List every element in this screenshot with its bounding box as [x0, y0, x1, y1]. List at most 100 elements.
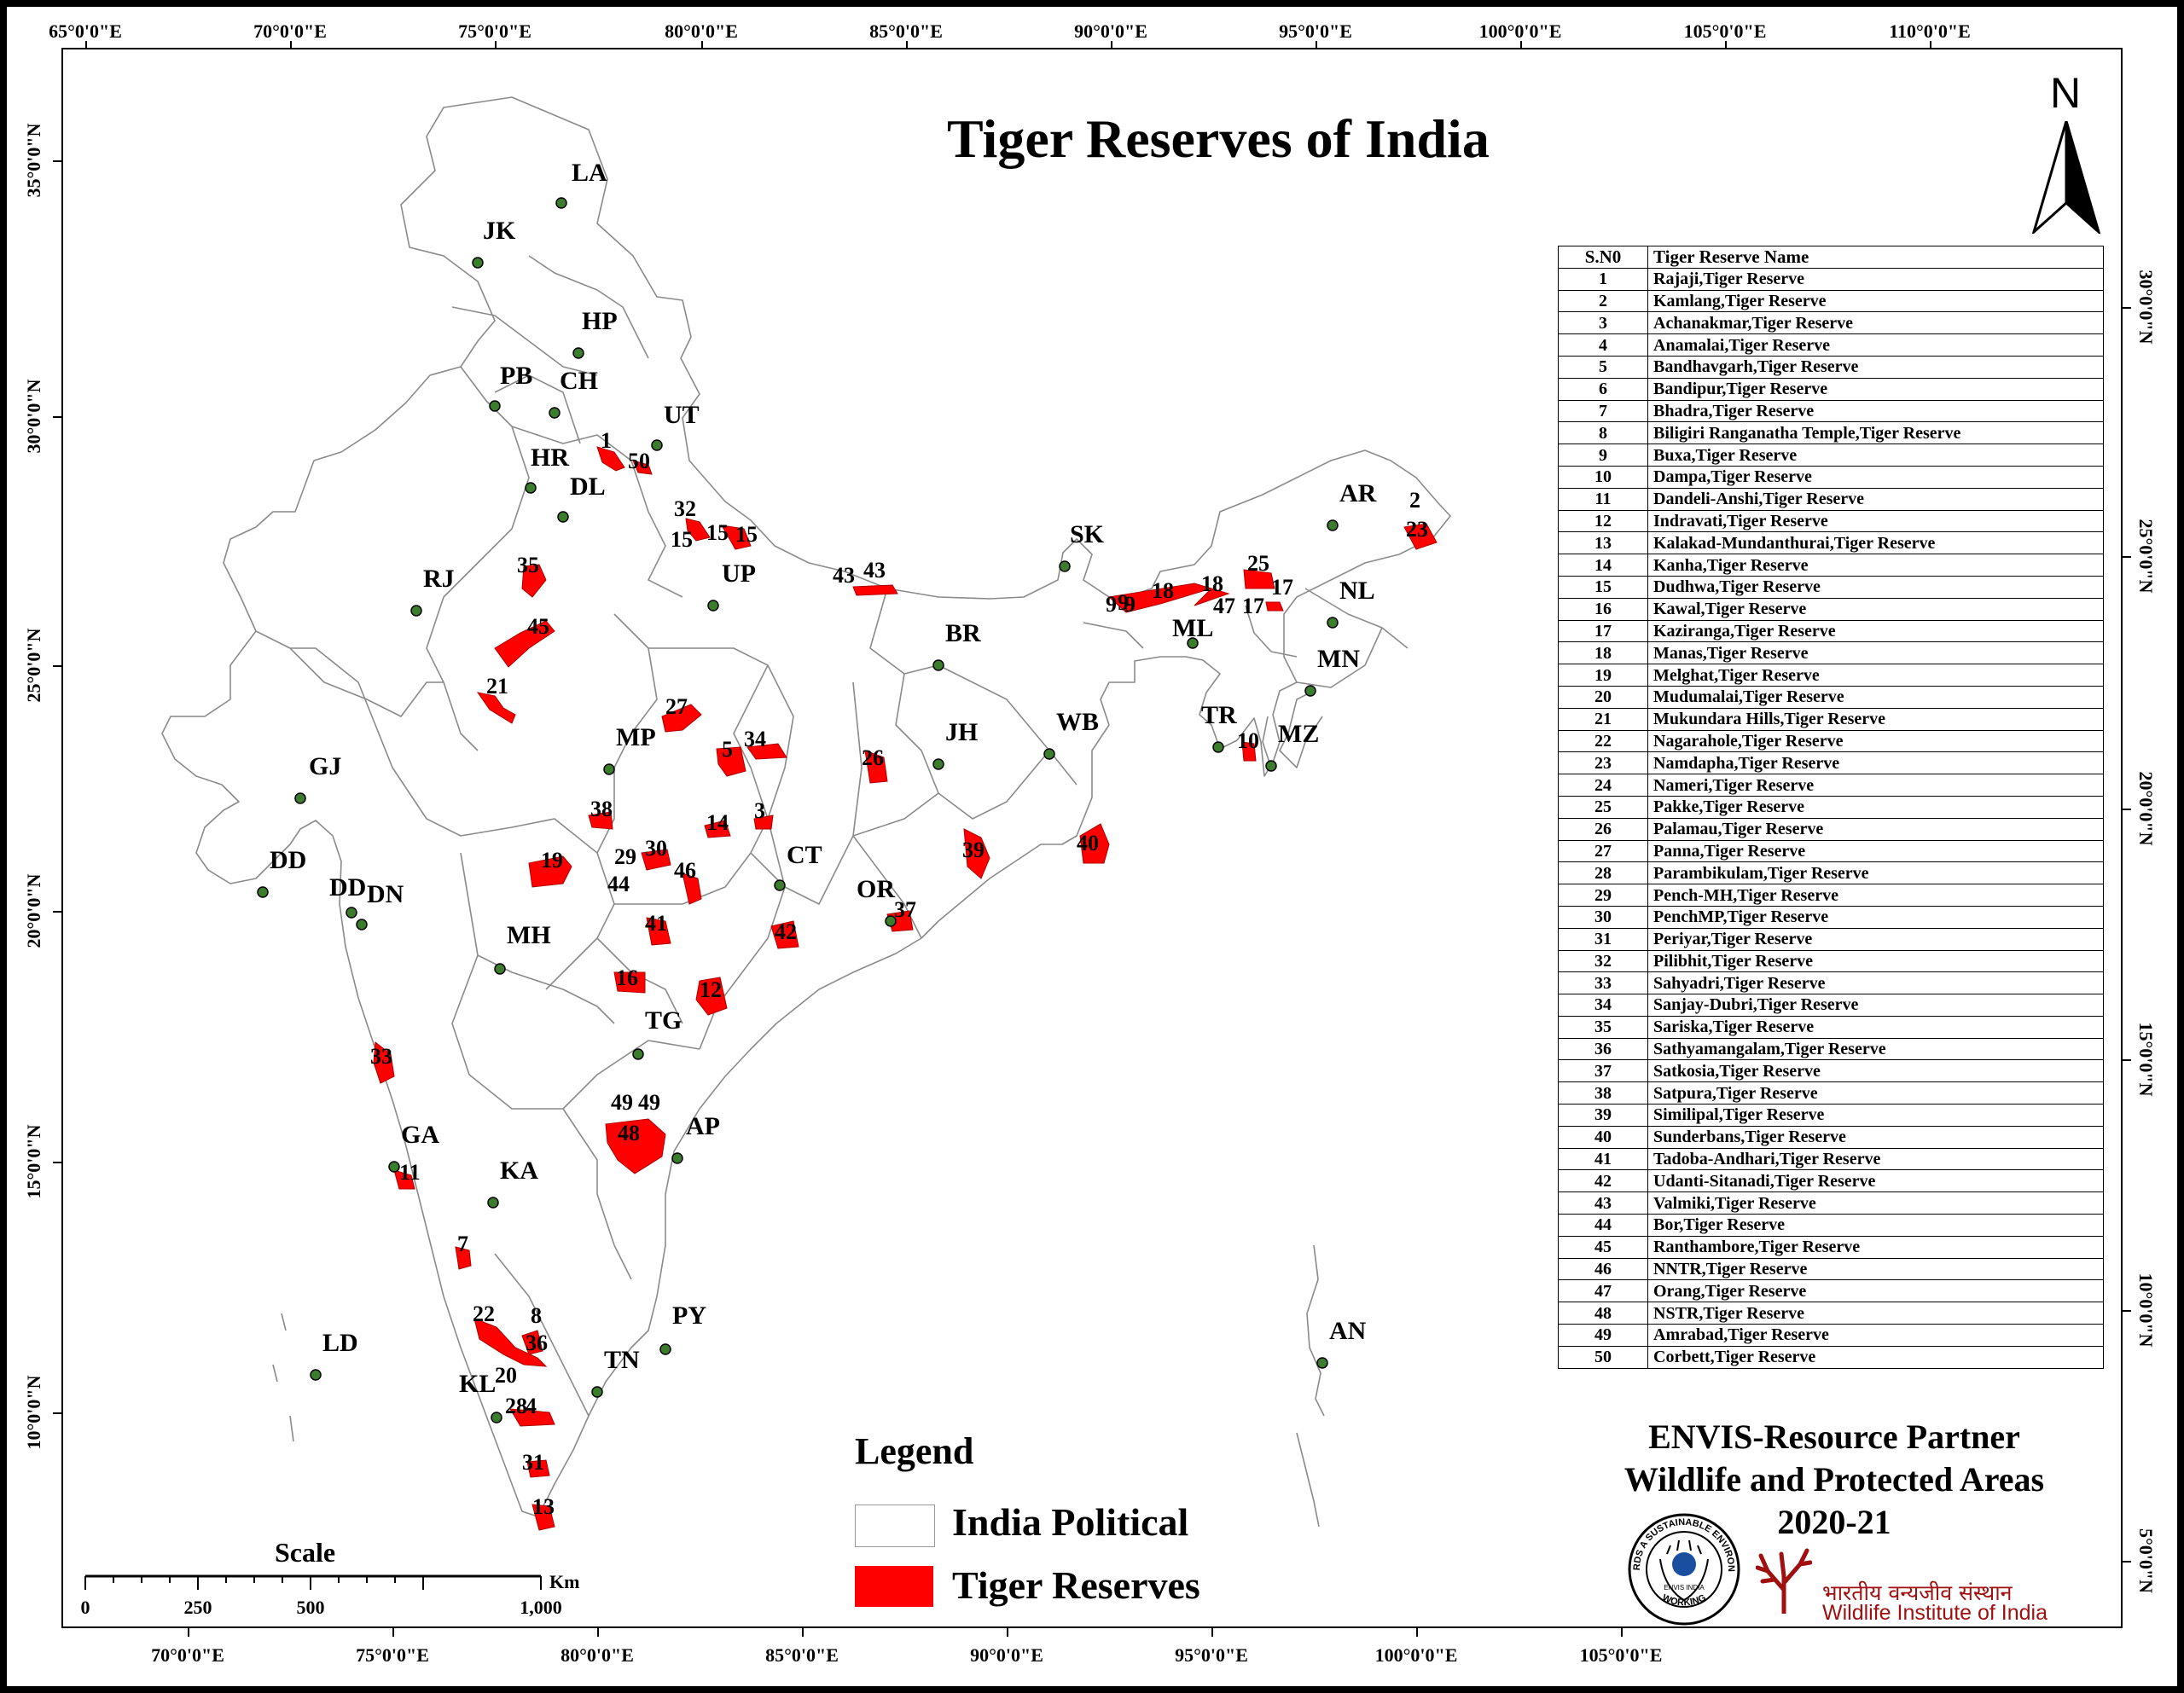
tick-top-label: 90°0'0"E	[1074, 20, 1147, 42]
state-dot	[1212, 741, 1224, 753]
state-label: CH	[560, 367, 598, 395]
envis-logo: ENVIS INDIA TOWARDS A SUSTAINABLE ENVIRO…	[1626, 1511, 1740, 1626]
reserve-name-cell: Melghat,Tiger Reserve	[1647, 664, 2104, 687]
table-row: 4 Anamalai,Tiger Reserve	[1558, 333, 2104, 357]
serial-cell: 16	[1558, 597, 1648, 621]
serial-cell: 2	[1558, 289, 1648, 313]
table-row: 41 Tadoba-Andhari,Tiger Reserve	[1558, 1147, 2104, 1171]
serial-cell: 49	[1558, 1324, 1648, 1347]
tick-mark	[1211, 1628, 1213, 1637]
serial-cell: 11	[1558, 487, 1648, 511]
serial-header: S.N0	[1558, 246, 1648, 269]
state-dot	[1043, 748, 1055, 760]
table-row: 9 Buxa,Tiger Reserve	[1558, 444, 2104, 467]
reserve-number-label: 27	[665, 694, 688, 719]
reserve-name-cell: Anamalai,Tiger Reserve	[1647, 333, 2104, 357]
tick-mark	[53, 416, 61, 418]
reserve-name-cell: Biligiri Ranganatha Temple,Tiger Reserve	[1647, 421, 2104, 445]
reserve-number-label: 7	[457, 1232, 468, 1256]
tick-mark	[53, 911, 61, 913]
reserve-number-label: 22	[473, 1302, 495, 1326]
table-row: 29 Pench-MH,Tiger Reserve	[1558, 884, 2104, 907]
reserve-number-label: 9	[1118, 590, 1129, 615]
serial-cell: 34	[1558, 994, 1648, 1017]
tick-mark	[1725, 41, 1727, 49]
state-dot	[591, 1386, 603, 1398]
reserve-number-label: 21	[486, 674, 508, 699]
serial-cell: 21	[1558, 707, 1648, 731]
state-dot	[257, 886, 269, 898]
state-dot	[489, 400, 501, 412]
table-row: 13 Kalakad-Mundanthurai,Tiger Reserve	[1558, 531, 2104, 555]
reserve-number-label: 43	[863, 558, 886, 583]
state-dot	[549, 407, 561, 419]
serial-cell: 25	[1558, 795, 1648, 819]
serial-cell: 6	[1558, 377, 1648, 401]
state-dot	[388, 1161, 400, 1173]
serial-cell: 28	[1558, 861, 1648, 885]
credit-line-1: ENVIS-Resource Partner	[1648, 1418, 2020, 1456]
tick-top-label: 95°0'0"E	[1279, 20, 1352, 42]
tick-mark	[188, 1628, 189, 1637]
state-dot	[1187, 637, 1199, 649]
reserve-name-cell: Mukundara Hills,Tiger Reserve	[1647, 707, 2104, 731]
tick-top-label: 80°0'0"E	[665, 20, 738, 42]
scale-number: 250	[183, 1597, 212, 1618]
reserve-number-label: 43	[833, 563, 855, 588]
serial-cell: 22	[1558, 729, 1648, 753]
table-row: 1 Rajaji,Tiger Reserve	[1558, 267, 2104, 291]
table-row: 48 NSTR,Tiger Reserve	[1558, 1302, 2104, 1325]
state-dot	[525, 482, 537, 494]
state-label: OR	[857, 875, 895, 903]
reserve-number-label: 34	[744, 727, 766, 751]
state-dot	[632, 1048, 644, 1060]
serial-cell: 3	[1558, 311, 1648, 335]
table-row: 5 Bandhavgarh,Tiger Reserve	[1558, 355, 2104, 379]
state-label: DL	[570, 473, 606, 501]
state-dot	[1265, 760, 1277, 772]
table-row: 17 Kaziranga,Tiger Reserve	[1558, 619, 2104, 643]
serial-cell: 31	[1558, 927, 1648, 951]
tick-mark	[2123, 1561, 2131, 1563]
serial-cell: 23	[1558, 751, 1648, 775]
table-row: 14 Kanha,Tiger Reserve	[1558, 554, 2104, 577]
state-label: MP	[616, 723, 656, 751]
serial-cell: 41	[1558, 1147, 1648, 1171]
tick-mark	[1520, 41, 1522, 49]
serial-cell: 33	[1558, 971, 1648, 995]
tick-top-label: 105°0'0"E	[1683, 20, 1767, 42]
state-dot	[487, 1197, 499, 1209]
table-row: 45 Ranthambore,Tiger Reserve	[1558, 1235, 2104, 1259]
table-row: 28 Parambikulam,Tiger Reserve	[1558, 861, 2104, 885]
reserve-name-cell: Orang,Tiger Reserve	[1647, 1279, 2104, 1303]
serial-cell: 12	[1558, 509, 1648, 533]
state-label: AN	[1329, 1317, 1367, 1345]
legend-swatch-tiger-reserves	[855, 1566, 933, 1607]
serial-cell: 13	[1558, 531, 1648, 555]
reserve-name-cell: Sathyamangalam,Tiger Reserve	[1647, 1037, 2104, 1061]
reserve-number-label: 20	[495, 1363, 517, 1388]
serial-cell: 40	[1558, 1125, 1648, 1149]
state-dot	[659, 1343, 671, 1355]
state-label: RJ	[423, 565, 455, 593]
reserve-name-cell: Namdapha,Tiger Reserve	[1647, 751, 2104, 775]
wii-english-name: Wildlife Institute of India	[1822, 1601, 2048, 1625]
reserve-number-label: 15	[671, 527, 693, 552]
wii-tree-logo	[1756, 1548, 1812, 1614]
reserve-number-label: 12	[700, 977, 722, 1002]
reserve-name-cell: Kanha,Tiger Reserve	[1647, 554, 2104, 577]
reserve-number-label: 49	[611, 1090, 633, 1115]
reserve-name-cell: Bhadra,Tiger Reserve	[1647, 399, 2104, 423]
serial-cell: 30	[1558, 905, 1648, 929]
serial-cell: 9	[1558, 444, 1648, 467]
reserve-number-label: 19	[541, 848, 563, 873]
serial-cell: 1	[1558, 267, 1648, 291]
tick-bottom-label: 90°0'0"E	[970, 1644, 1043, 1666]
reserve-number-label: 46	[674, 858, 696, 883]
state-dot	[494, 963, 506, 975]
reserve-number-label: 44	[607, 872, 630, 896]
reserve-name-cell: Palamau,Tiger Reserve	[1647, 817, 2104, 841]
reserve-name-cell: Bandhavgarh,Tiger Reserve	[1647, 355, 2104, 379]
state-label: PY	[672, 1302, 706, 1330]
reserve-number-label: 32	[674, 496, 696, 521]
